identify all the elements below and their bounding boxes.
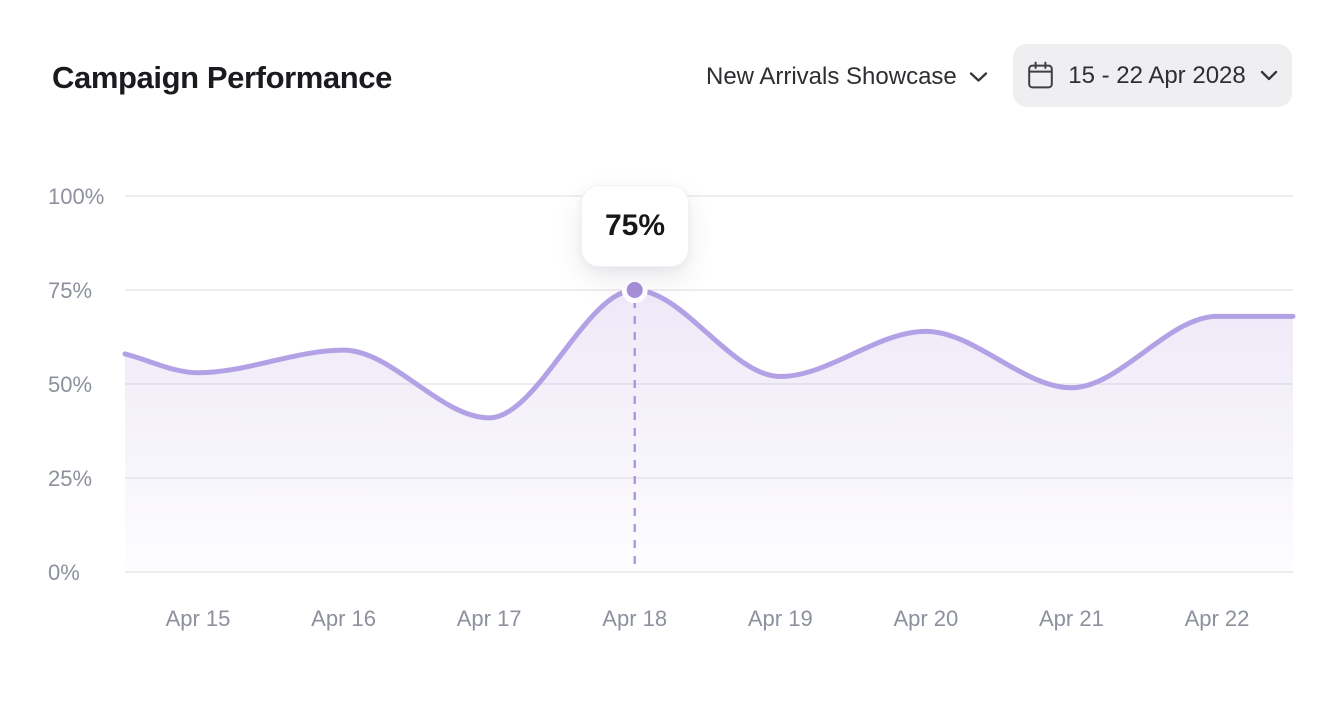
chevron-down-icon <box>1260 70 1278 81</box>
x-axis-label: Apr 15 <box>166 606 231 631</box>
tooltip-value: 75% <box>604 209 666 242</box>
x-axis-label: Apr 17 <box>457 606 522 631</box>
x-axis-label: Apr 16 <box>311 606 376 631</box>
area-fill <box>125 290 1293 572</box>
y-axis-label: 75% <box>48 278 92 303</box>
trend-line <box>122 287 1296 421</box>
campaign-selector-label: New Arrivals Showcase <box>706 63 957 90</box>
y-axis-label: 0% <box>48 560 80 585</box>
x-axis-label: Apr 19 <box>748 606 813 631</box>
calendar-icon <box>1027 61 1054 90</box>
x-axis-label: Apr 22 <box>1185 606 1250 631</box>
data-point-tooltip: 75% <box>581 185 689 267</box>
chevron-down-icon <box>969 71 988 83</box>
date-range-label: 15 - 22 Apr 2028 <box>1068 61 1246 89</box>
data-point-marker[interactable] <box>621 277 648 303</box>
x-axis-label: Apr 21 <box>1039 606 1104 631</box>
page-title: Campaign Performance <box>52 60 392 95</box>
campaign-selector-dropdown[interactable]: New Arrivals Showcase <box>706 63 988 91</box>
y-axis-label: 50% <box>48 372 92 397</box>
y-axis-label: 100% <box>48 184 104 209</box>
x-axis-label: Apr 18 <box>602 606 667 631</box>
y-axis-label: 25% <box>48 466 92 491</box>
x-axis-label: Apr 20 <box>893 606 958 631</box>
date-range-button[interactable]: 15 - 22 Apr 2028 <box>1013 44 1292 107</box>
